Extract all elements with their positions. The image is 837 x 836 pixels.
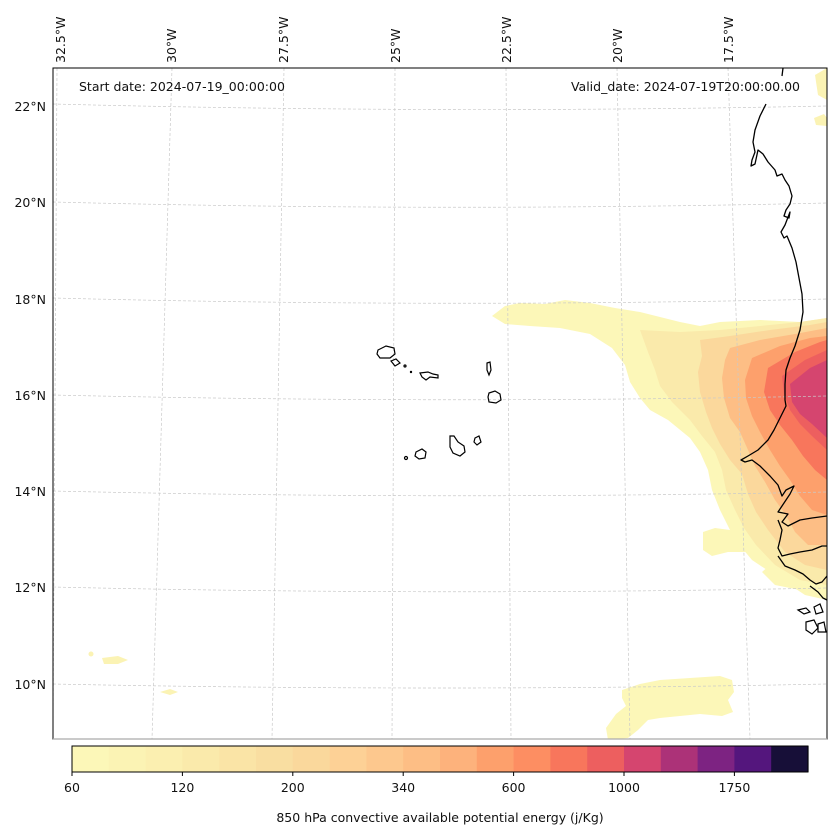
colorbar: 60 120 200 340 600 1000 1750 850 hPa convectiv…: [64, 745, 809, 825]
lat-label: 14°N: [14, 484, 46, 499]
lat-label: 20°N: [14, 195, 46, 210]
colorbar-segment: [660, 746, 699, 772]
colorbar-frame: [71, 745, 809, 773]
cape-contour-60: [102, 656, 128, 664]
lat-label: 10°N: [14, 677, 46, 692]
lat-label: 22°N: [14, 99, 46, 114]
colorbar-segment: [734, 746, 772, 772]
colorbar-segment: [440, 746, 478, 772]
colorbar-segment: [182, 746, 220, 772]
island-sao-vicente: [390, 358, 401, 367]
coastline-guinea-bissau: [777, 519, 827, 601]
cape-contour-60: [703, 528, 756, 556]
lat-label: 12°N: [14, 580, 46, 595]
island-fogo: [414, 448, 427, 460]
colorbar-segments: [72, 746, 809, 772]
colorbar-segment: [329, 746, 367, 772]
lon-label: 20°W: [610, 28, 625, 63]
lon-label: 17.5°W: [721, 17, 736, 63]
colorbar-tick-label: 120: [170, 780, 194, 795]
colorbar-segment: [292, 746, 331, 772]
island-sal: [486, 361, 492, 377]
bissagos-island: [813, 603, 824, 615]
bissagos-island: [796, 607, 812, 615]
cape-field: [88, 68, 827, 739]
colorbar-segment: [476, 746, 515, 772]
start-date-label: Start date: 2024-07-19_00:00:00: [79, 79, 285, 94]
island-islet: [409, 370, 413, 374]
colorbar-tick-label: 340: [391, 780, 415, 795]
lat-label: 18°N: [14, 292, 46, 307]
colorbar-tick-label: 600: [502, 780, 526, 795]
cape-contour-60: [88, 651, 94, 657]
colorbar-segment: [145, 746, 183, 772]
colorbar-segment: [108, 746, 147, 772]
bissagos-island: [817, 621, 827, 633]
island-brava: [403, 455, 409, 461]
colorbar-tick-label: 1750: [718, 780, 750, 795]
valid-date-label: Valid_date: 2024-07-19T20:00:00.00: [571, 79, 800, 94]
colorbar-segment: [219, 746, 257, 772]
lon-label: 25°W: [388, 28, 403, 63]
colorbar-tick-label: 60: [64, 780, 80, 795]
colorbar-ticks: 60 120 200 340 600 1000 1750: [64, 772, 750, 795]
map-area: Start date: 2024-07-19_00:00:00 Valid_da…: [53, 68, 827, 739]
latitude-labels: 22°N 20°N 18°N 16°N 14°N 12°N 10°N: [14, 99, 46, 692]
cape-contour-60: [606, 676, 734, 739]
island-maio: [473, 435, 482, 446]
lon-label: 32.5°W: [53, 17, 68, 63]
cape-contour-1000: [790, 360, 827, 438]
colorbar-segment: [513, 746, 551, 772]
colorbar-segment: [697, 746, 735, 772]
bissagos-island: [805, 619, 819, 635]
colorbar-segment: [366, 746, 404, 772]
island-sao-nicolau: [419, 371, 439, 381]
island-santiago: [449, 435, 466, 457]
coastline: [740, 68, 827, 635]
colorbar-segment: [72, 746, 110, 772]
coastline-west-africa: [740, 68, 827, 527]
colorbar-label: 850 hPa convective available potential e…: [276, 810, 603, 825]
colorbar-segment: [403, 746, 441, 772]
lat-label: 16°N: [14, 388, 46, 403]
cape-contour-60: [160, 689, 178, 695]
island-boa-vista: [487, 390, 502, 404]
gridlines: [53, 68, 827, 739]
cape-contour-60: [814, 114, 827, 126]
lon-label: 30°W: [164, 28, 179, 63]
cape-verde-islands: [376, 345, 502, 461]
island-santo-antao: [376, 345, 396, 359]
lon-label: 22.5°W: [499, 17, 514, 63]
longitude-labels: 32.5°W 30°W 27.5°W 25°W 22.5°W 20°W 17.5…: [53, 17, 736, 63]
cape-contour-60: [815, 68, 827, 100]
island-santa-luzia: [403, 364, 407, 368]
colorbar-tick-label: 1000: [608, 780, 640, 795]
colorbar-segment: [550, 746, 588, 772]
colorbar-segment: [256, 746, 294, 772]
colorbar-segment: [587, 746, 625, 772]
colorbar-tick-label: 200: [281, 780, 305, 795]
colorbar-segment: [624, 746, 662, 772]
colorbar-segment: [771, 746, 809, 772]
lon-label: 27.5°W: [276, 17, 291, 63]
